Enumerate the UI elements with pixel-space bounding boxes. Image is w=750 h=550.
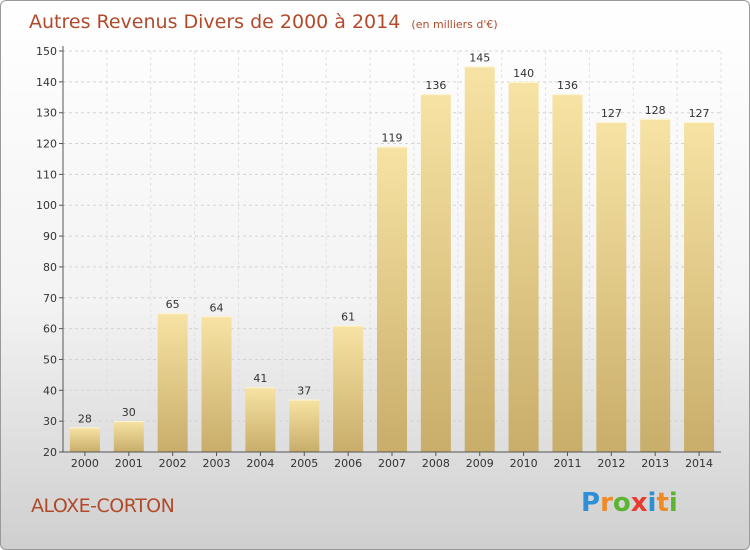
value-label: 64 [210, 301, 224, 314]
bar-2012 [596, 121, 627, 452]
value-label: 65 [166, 298, 180, 311]
chart-subtitle: (en milliers d'€) [411, 18, 498, 31]
bar-2010 [508, 81, 539, 452]
logo-letter: P [581, 488, 601, 518]
value-label: 61 [341, 311, 355, 324]
bar-2007 [377, 146, 407, 452]
proxiti-logo[interactable]: Proxiti [581, 488, 678, 518]
y-tick-label: 100 [36, 199, 57, 212]
x-tick-label: 2003 [203, 457, 231, 470]
value-label: 136 [557, 79, 578, 92]
place-name: ALOXE-CORTON [31, 495, 175, 517]
y-tick-label: 60 [43, 323, 57, 336]
x-tick-label: 2014 [685, 457, 713, 470]
logo-letter: o [612, 488, 631, 518]
bar-2013 [640, 118, 671, 452]
bar-2014 [684, 121, 715, 452]
bar-2009 [464, 66, 495, 452]
y-tick-label: 150 [36, 45, 57, 58]
bar-2011 [552, 94, 583, 452]
logo-letter: x [630, 488, 648, 518]
bar-2001 [113, 421, 144, 452]
bar-2000 [69, 427, 100, 452]
value-label: 136 [425, 79, 446, 92]
y-tick-label: 130 [36, 107, 57, 120]
y-tick-label: 110 [36, 168, 57, 181]
x-tick-label: 2005 [290, 457, 318, 470]
value-label: 128 [645, 104, 666, 117]
value-label: 30 [122, 406, 136, 419]
y-tick-label: 140 [36, 76, 57, 89]
y-tick-label: 90 [43, 230, 57, 243]
y-tick-label: 50 [43, 353, 57, 366]
x-tick-label: 2000 [71, 457, 99, 470]
value-label: 140 [513, 67, 534, 80]
x-tick-label: 2010 [510, 457, 538, 470]
x-tick-label: 2006 [334, 457, 362, 470]
bar-2005 [289, 399, 320, 452]
value-label: 37 [297, 385, 311, 398]
axis-layer: 20 30 40 50 60 70 80 90 100 110 120 130 140 150 2000 20… [36, 45, 721, 470]
chart-title: Autres Revenus Divers de 2000 à 2014 [29, 11, 401, 33]
bar-2008 [420, 94, 451, 452]
bar-2006 [333, 325, 364, 452]
x-tick-label: 2008 [422, 457, 450, 470]
logo-letter: t [656, 488, 669, 518]
y-tick-label: 120 [36, 138, 57, 151]
logo-letter: r [600, 488, 613, 518]
x-tick-label: 2009 [466, 457, 494, 470]
x-tick-label: 2013 [641, 457, 669, 470]
bar-layer [69, 66, 715, 452]
label-layer: 28 30 65 64 41 37 61 119 136 145 140 136 127 128 127 [78, 51, 710, 425]
y-tick-label: 30 [43, 415, 57, 428]
value-label: 127 [689, 107, 710, 120]
x-tick-label: 2001 [115, 457, 143, 470]
x-tick-label: 2007 [378, 457, 406, 470]
x-tick-label: 2002 [159, 457, 187, 470]
bar-2002 [157, 313, 188, 452]
logo-letter: i [668, 488, 678, 518]
x-tick-label: 2012 [597, 457, 625, 470]
value-label: 145 [469, 51, 490, 64]
value-label: 28 [78, 412, 92, 425]
value-label: 41 [253, 372, 267, 385]
y-tick-label: 80 [43, 261, 57, 274]
x-tick-label: 2004 [246, 457, 274, 470]
y-tick-label: 20 [43, 446, 57, 459]
bar-2004 [245, 387, 276, 452]
y-tick-label: 40 [43, 384, 57, 397]
bar-2003 [201, 316, 232, 452]
x-tick-label: 2011 [553, 457, 581, 470]
value-label: 119 [382, 132, 403, 145]
y-tick-label: 70 [43, 292, 57, 305]
logo-letter: i [647, 488, 657, 518]
title-row: Autres Revenus Divers de 2000 à 2014 (en… [29, 11, 498, 33]
value-label: 127 [601, 107, 622, 120]
